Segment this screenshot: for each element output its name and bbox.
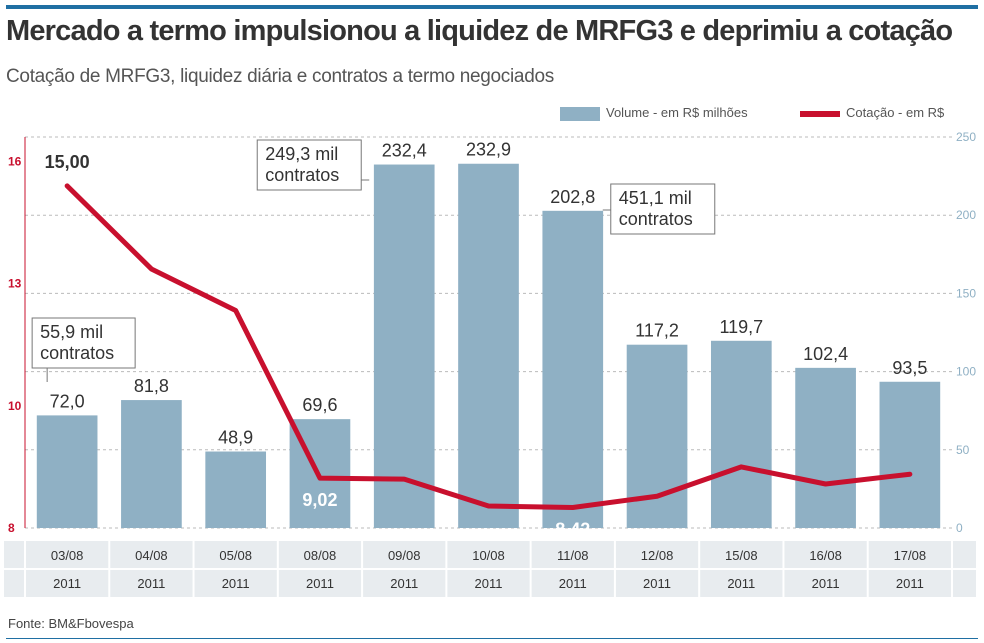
x-tick-label: 16/08 (809, 548, 842, 563)
annotation-text: contratos (619, 209, 693, 229)
legend-volume-swatch (560, 106, 600, 121)
x-tick-year-label: 2011 (475, 576, 503, 591)
x-tick-year-label: 2011 (727, 576, 755, 591)
right-axis-tick-label: 50 (956, 443, 970, 457)
right-axis-tick-label: 250 (956, 130, 976, 144)
x-tick-label: 05/08 (219, 548, 252, 563)
annotation-text: 249,3 mil (265, 144, 338, 164)
bar (879, 381, 941, 528)
annotation-text: contratos (265, 165, 339, 185)
bar-data-label: 69,6 (302, 395, 337, 415)
x-tick-label: 08/08 (304, 548, 337, 563)
x-tick-year-label: 2011 (53, 576, 81, 591)
price-line (64, 183, 913, 510)
bar-data-label: 202,8 (550, 187, 595, 207)
legend-price-label: Cotação - em R$ (846, 105, 945, 120)
x-tick-label: 15/08 (725, 548, 758, 563)
bar (121, 400, 182, 528)
legend-price-swatch (800, 110, 840, 117)
x-tick-year-label: 2011 (137, 576, 165, 591)
annotation-text: contratos (40, 343, 114, 363)
x-tick-year-label: 2011 (306, 576, 334, 591)
bar-data-label: 232,9 (466, 140, 511, 160)
annotation-box (256, 139, 362, 191)
bar-data-label: 48,9 (218, 428, 253, 448)
bar-data-label: 102,4 (803, 344, 848, 364)
bar (458, 163, 519, 529)
annotation-box (31, 317, 136, 369)
x-tick-label: 04/08 (135, 548, 168, 563)
legend-volume-label: Volume - em R$ milhões (606, 105, 748, 120)
chart-subtitle: Cotação de MRFG3, liquidez diária e cont… (6, 66, 554, 87)
x-tick-year-label: 2011 (643, 576, 671, 591)
x-tick-label: 10/08 (472, 548, 505, 563)
bar (373, 164, 435, 528)
bottom-rule (6, 638, 978, 639)
top-accent-bar (6, 5, 978, 9)
right-axis-tick-label: 150 (956, 286, 976, 300)
x-tick-label: 03/08 (51, 548, 84, 563)
x-tick-year-label: 2011 (812, 576, 840, 591)
legend-volume: Volume - em R$ milhões (560, 105, 748, 121)
bar (36, 415, 98, 528)
left-axis-tick-label: 8 (8, 521, 15, 535)
bar (795, 367, 856, 528)
price-point-label: 9,02 (302, 490, 337, 510)
x-tick-label: 11/08 (557, 548, 589, 563)
bar (710, 340, 772, 528)
left-axis-tick-label: 10 (8, 399, 22, 413)
bar-data-label: 81,8 (134, 376, 169, 396)
x-tick-year-label: 2011 (222, 576, 250, 591)
legend-price: Cotação - em R$ (800, 105, 944, 120)
bar-data-label: 232,4 (382, 141, 427, 161)
left-axis-tick-label: 13 (8, 277, 22, 291)
bar-data-label: 93,5 (892, 358, 927, 378)
x-tick-year-label: 2011 (559, 576, 587, 591)
bar-data-label: 119,7 (719, 317, 763, 337)
bar-data-label: 117,2 (635, 321, 679, 341)
x-tick-label: 09/08 (388, 548, 421, 563)
price-point-label: 15,00 (45, 152, 90, 172)
x-tick-year-label: 2011 (390, 576, 418, 591)
bar-data-label: 72,0 (50, 391, 85, 411)
bar (205, 451, 267, 528)
annotation-text: 55,9 mil (40, 322, 103, 342)
right-axis-tick-label: 200 (956, 208, 976, 222)
x-tick-label: 12/08 (641, 548, 674, 563)
right-axis-tick-label: 0 (956, 521, 963, 535)
bar (542, 210, 604, 528)
left-axis-tick-label: 16 (8, 154, 22, 168)
annotation-box (610, 183, 716, 235)
source-note: Fonte: BM&Fbovespa (8, 616, 134, 631)
annotation-text: 451,1 mil (619, 188, 692, 208)
price-point-label: 8,42 (555, 519, 590, 539)
x-tick-year-label: 2011 (896, 576, 924, 591)
right-axis-tick-label: 100 (956, 365, 976, 379)
x-tick-label: 17/08 (894, 548, 927, 563)
chart-title: Mercado a termo impulsionou a liquidez d… (6, 15, 953, 47)
